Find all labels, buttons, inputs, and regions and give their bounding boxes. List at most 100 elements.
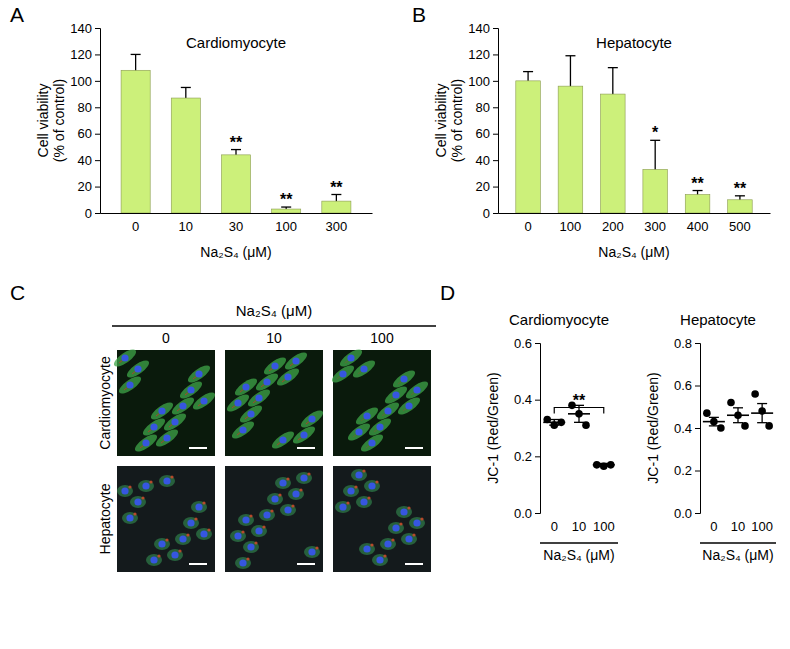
y-tick-label: 0.0 [514,506,532,521]
error-bar-stem [554,420,555,426]
y-tick-label: 120 [70,47,92,62]
cell-body [122,512,138,524]
cell-body [235,557,251,569]
y-tick-label: 60 [78,126,92,141]
bar [121,70,150,213]
cell-body [372,554,388,566]
x-tick: 500 [729,213,751,234]
x-tick: 0 [710,513,717,534]
mito-stain [299,488,302,491]
nucleus [363,412,370,419]
cell-body [154,538,170,550]
x-tick: 0 [132,213,139,234]
x-axis-line [101,213,373,214]
nucleus [255,527,262,534]
y-tick-label: 0.8 [674,336,692,351]
cell-body [175,533,191,545]
y-tick-mark [695,471,700,472]
error-bar-cap [574,422,584,423]
mito-stain [291,504,294,507]
y-tick-label: 140 [70,21,92,36]
y-axis-title: JC-1 (Red/Green) [645,372,661,483]
mito-stain [367,496,370,499]
scale-bar [297,563,315,565]
y-tick: 0.6 [514,336,540,351]
nucleus [163,477,170,484]
micrograph [117,466,215,572]
nucleus [339,503,346,510]
error-bar-cap [181,87,191,88]
nucleus [392,524,399,531]
error-bar-cap [757,403,767,404]
nucleus [292,357,299,364]
micrograph [224,349,325,456]
cell-body [132,431,159,454]
nucleus [171,551,178,558]
y-axis-title: Cell viability [433,84,449,158]
nucleus [247,543,254,550]
micrograph [225,466,323,572]
y-tick: 60 [476,126,498,141]
nucleus [292,490,299,497]
bar [685,195,710,214]
x-tick-label: 100 [751,519,773,534]
nucleus [405,402,412,409]
error-bar-cap [565,55,575,56]
scale-bar [297,447,315,449]
cell-body [190,389,217,412]
y-tick-label: 80 [78,100,92,115]
cell-body [146,554,162,566]
mito-stain [249,514,252,517]
bar [322,201,351,213]
cell-body [335,501,351,513]
mito-stain [170,475,173,478]
x-tick-label: 300 [326,219,348,234]
y-tick-mark [493,107,498,108]
y-tick: 0.4 [514,392,540,407]
image-row-label: Hepatocyte [97,483,113,554]
y-axis: 0.00.20.40.60.8 [674,336,701,521]
error-bar-cap [733,422,743,423]
y-tick: 0 [483,206,498,221]
cell-body [191,501,207,513]
y-tick-label: 20 [78,179,92,194]
nucleus [376,423,383,430]
x-tick: 400 [687,213,709,234]
scale-bar [405,563,423,565]
y-tick-label: 20 [476,179,490,194]
y-axis-line [493,29,499,214]
y-tick-label: 100 [70,74,92,89]
nucleus [368,482,375,489]
panel-label: D [440,281,455,304]
y-tick-mark [493,134,498,135]
cell-body [356,496,372,508]
y-tick-mark [95,213,100,214]
nucleus [363,545,370,552]
y-tick-label: 0.6 [514,336,532,351]
y-tick: 20 [78,179,100,194]
nucleus [142,482,149,489]
y-tick-mark [493,213,498,214]
y-tick: 0.0 [674,506,700,521]
plot-marks [121,54,351,213]
y-tick-label: 0.0 [674,506,692,521]
nucleus [126,381,133,388]
mito-stain [149,480,152,483]
significance: ** [734,180,747,197]
y-tick-mark [95,54,100,55]
nucleus [355,471,362,478]
micrograph-background [225,466,323,572]
cell-body [304,546,320,558]
y-tick-mark [695,513,700,514]
nucleus [150,423,157,430]
y-tick-mark [95,28,100,29]
y-tick: 120 [468,47,498,62]
scale-bar [405,447,423,449]
cell-body [267,493,283,505]
mito-stain [262,525,265,528]
chart-title: Hepatocyte [680,311,756,328]
mito-stain [165,538,168,541]
x-tick-label: 0 [551,519,558,534]
y-tick: 100 [70,74,100,89]
micrograph [333,466,431,572]
